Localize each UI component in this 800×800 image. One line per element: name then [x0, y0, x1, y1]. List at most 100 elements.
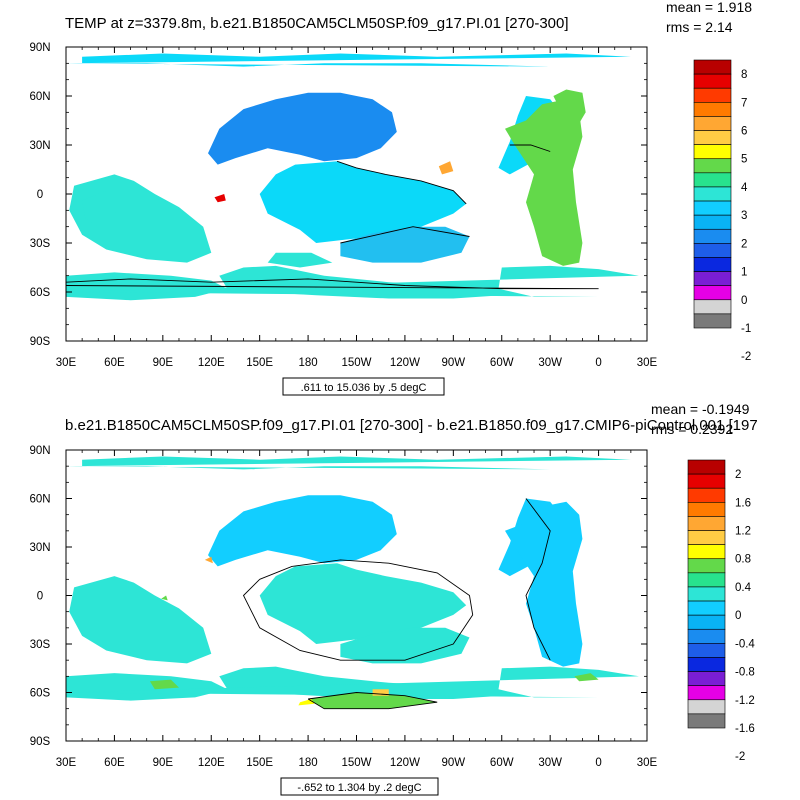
y-tick-label: 60N: [29, 91, 50, 103]
top-panel: TEMP at z=3379.8m, b.e21.B1850CAM5CLM50S…: [29, 0, 752, 396]
colorbar-box: [687, 459, 726, 475]
colorbar-label: 5: [741, 154, 747, 166]
field-region-2: [208, 495, 397, 567]
colorbar-box: [693, 59, 732, 75]
field-region-12: [438, 161, 454, 175]
colorbar-box: [687, 558, 726, 574]
x-tick-label: 30E: [56, 757, 77, 769]
x-tick-label: 120W: [390, 357, 420, 369]
y-tick-label: 60N: [29, 494, 50, 506]
field-region-13: [574, 673, 599, 682]
x-tick-label: 30W: [538, 357, 562, 369]
field-region-16: [161, 595, 168, 601]
colorbar-label: -1.2: [735, 695, 755, 707]
colorbar-box: [687, 516, 726, 531]
x-tick-label: 180: [298, 357, 317, 369]
colorbar-label: 0: [735, 610, 741, 622]
x-tick-label: 30E: [637, 357, 658, 369]
top-panel-map: [66, 53, 639, 301]
x-tick-label: 60E: [104, 357, 125, 369]
colorbar-box: [687, 600, 726, 616]
field-region-0: [259, 161, 467, 243]
x-tick-label: 30E: [56, 357, 77, 369]
colorbar-box: [693, 313, 732, 329]
bottom-panel-title: b.e21.B1850CAM5CLM50SP.f09_g17.PI.01 [27…: [65, 417, 758, 434]
field-region-14: [66, 456, 631, 470]
field-region-6: [66, 666, 639, 698]
colorbar-label: -1: [741, 323, 751, 335]
top-panel-contour-info: .611 to 15.036 by .5 degC: [282, 377, 445, 396]
colorbar-box: [693, 243, 732, 258]
colorbar-box: [693, 285, 732, 301]
colorbar-box: [693, 172, 732, 188]
colorbar-box: [693, 87, 732, 103]
colorbar-box: [687, 657, 726, 672]
y-tick-label: 30S: [30, 238, 51, 250]
colorbar-label: 2: [741, 238, 747, 250]
top-panel-rms: rms = 2.14: [666, 19, 733, 35]
colorbar-label: 3: [741, 210, 747, 222]
x-tick-label: 150E: [246, 757, 273, 769]
colorbar-box: [687, 487, 726, 503]
top-panel-axes: 30E 60E 90E 120E 150E 180 150W 120W 90W 60W 30W 0 30…: [29, 42, 657, 369]
x-tick-label: 90E: [153, 757, 174, 769]
x-tick-label: 180: [298, 757, 317, 769]
colorbar-box: [693, 214, 732, 230]
colorbar-label: 1.6: [735, 497, 751, 509]
field-region-14: [66, 53, 631, 67]
colorbar-box: [687, 530, 726, 545]
colorbar-label: 7: [741, 97, 747, 109]
top-panel-mean: mean = 1.918: [666, 0, 752, 15]
x-tick-label: 90E: [153, 357, 174, 369]
bottom-panel-contour-info-text: -.652 to 1.304 by .2 degC: [297, 782, 421, 794]
colorbar-box: [687, 586, 726, 602]
x-tick-label: 120W: [390, 757, 420, 769]
colorbar-box: [687, 685, 726, 701]
y-tick-label: 30N: [29, 542, 50, 554]
field-region-0: [69, 576, 212, 664]
x-tick-label: 120E: [198, 757, 225, 769]
colorbar-box: [687, 544, 726, 560]
colorbar-box: [687, 628, 726, 644]
field-region-9: [505, 99, 583, 266]
bottom-panel-colorbar: 2 1.6 1.2 0.8 0.4 0 -0.4 -0.8 -1.2 -1.6 -2: [687, 459, 755, 763]
x-tick-label: 30W: [538, 757, 562, 769]
top-panel-contour-info-text: .611 to 15.036 by .5 degC: [301, 382, 427, 394]
colorbar-label: 1.2: [735, 526, 751, 538]
colorbar-label: -1.6: [735, 723, 755, 735]
field-region-8: [505, 501, 583, 667]
x-tick-label: 0: [595, 757, 601, 769]
colorbar-label: 1: [741, 267, 747, 279]
contour-line-1: [307, 692, 438, 710]
field-region-11: [82, 190, 118, 227]
colorbar-box: [693, 257, 732, 272]
top-panel-title: TEMP at z=3379.8m, b.e21.B1850CAM5CLM50S…: [65, 15, 569, 32]
colorbar-label: 0.8: [735, 554, 751, 566]
x-tick-label: 30E: [637, 757, 658, 769]
colorbar-label: -2: [741, 351, 751, 363]
top-panel-colorbar: 8 7 6 5 4 3 2 1 0 -1 -2: [693, 59, 751, 363]
field-region-6: [66, 265, 639, 297]
colorbar-box: [687, 643, 726, 658]
colorbar-label: 2: [735, 469, 741, 481]
colorbar-box: [687, 572, 726, 588]
colorbar-label: 4: [741, 182, 748, 194]
field-region-15: [204, 556, 213, 564]
colorbar-box: [693, 228, 732, 244]
colorbar-label: 6: [741, 126, 747, 138]
colorbar-label: -2: [735, 751, 745, 763]
colorbar-label: 0.4: [735, 582, 752, 594]
y-tick-label: 60S: [30, 287, 51, 299]
colorbar-box: [693, 271, 732, 286]
field-region-3: [340, 627, 470, 664]
x-tick-label: 150W: [341, 757, 371, 769]
contour-line-2: [66, 278, 599, 290]
contour-line-0: [242, 559, 474, 661]
contour-line-2: [525, 498, 551, 661]
x-tick-label: 90W: [442, 757, 466, 769]
y-tick-label: 90S: [30, 336, 51, 348]
colorbar-box: [687, 699, 726, 715]
contour-line-3: [509, 144, 551, 152]
colorbar-box: [693, 200, 732, 216]
